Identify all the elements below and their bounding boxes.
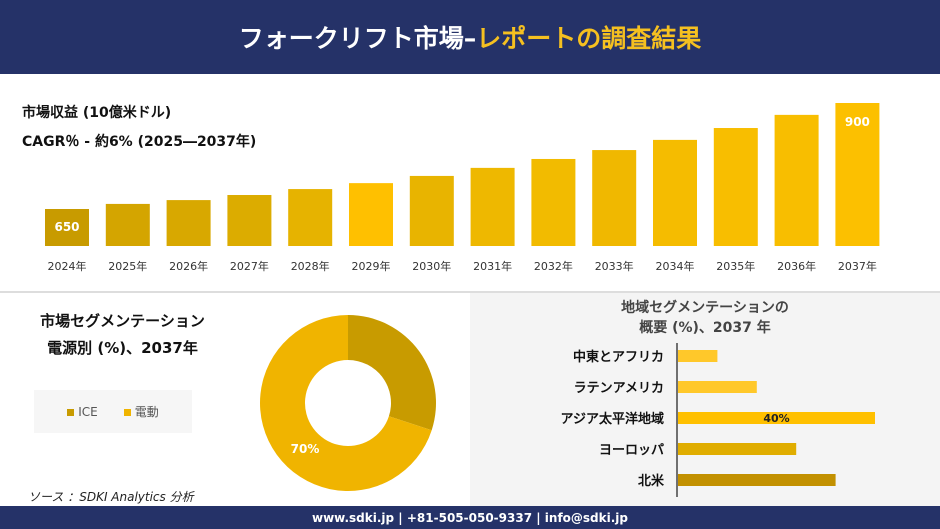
x-tick-label: 2037年 xyxy=(838,259,877,273)
category-label: 中東とアフリカ xyxy=(573,349,664,365)
bar-2032年 xyxy=(531,158,576,246)
bar-2027年 xyxy=(227,195,272,246)
x-tick-label: 2033年 xyxy=(595,259,634,273)
legend-electric: 電動 xyxy=(123,403,159,420)
region-panel: 地域セグメンテーションの 概要 (%)、2037 年 中東とアフリカ ラテンアメリ… xyxy=(470,293,940,506)
bar-2035年 xyxy=(713,128,758,246)
bar-ラテンアメリカ xyxy=(678,381,757,393)
donut-slice-ICE xyxy=(348,315,436,431)
segment-title: 市場セグメンテーション xyxy=(40,312,205,330)
category-label: 北米 xyxy=(638,473,665,489)
category-label: アジア太平洋地域 xyxy=(561,411,664,427)
bar-2025年 xyxy=(105,203,150,246)
bar-2033年 xyxy=(592,150,637,246)
divider xyxy=(0,291,940,293)
bar-2028年 xyxy=(288,189,333,246)
power-source-donut: 70% xyxy=(260,315,436,491)
title-main: フォークリフト市場– xyxy=(238,24,477,53)
data-label: 650 xyxy=(54,220,79,234)
donut-slice-電動 xyxy=(260,315,432,491)
x-tick-label: 2025年 xyxy=(108,259,147,273)
region-subtitle: 概要 (%)、2037 年 xyxy=(639,320,771,336)
x-tick-label: 2036年 xyxy=(777,259,816,273)
bar-中東とアフリカ xyxy=(678,350,718,362)
bar-2029年 xyxy=(349,183,393,246)
data-label: 40% xyxy=(763,412,789,425)
bar-2031年 xyxy=(470,167,515,246)
donut-legend: ICE 電動 xyxy=(34,390,192,433)
x-tick-label: 2028年 xyxy=(291,259,330,273)
data-label: 70% xyxy=(291,442,320,456)
bar-2030年 xyxy=(409,175,454,246)
legend-ice: ICE xyxy=(67,405,98,419)
bar-2026年 xyxy=(166,200,211,246)
x-tick-label: 2027年 xyxy=(230,259,269,273)
category-label: ヨーロッパ xyxy=(599,443,664,458)
x-tick-label: 2024年 xyxy=(48,259,87,273)
data-label: 900 xyxy=(845,115,870,129)
x-tick-label: 2030年 xyxy=(412,259,451,273)
x-tick-label: 2031年 xyxy=(473,259,512,273)
region-title: 地域セグメンテーションの xyxy=(621,300,789,316)
bar-ヨーロッパ xyxy=(678,443,797,455)
x-tick-label: 2029年 xyxy=(352,259,391,273)
x-tick-label: 2026年 xyxy=(169,259,208,273)
header-banner: フォークリフト市場– レポートの調査結果 xyxy=(0,0,940,74)
category-label: ラテンアメリカ xyxy=(574,381,664,396)
x-tick-label: 2035年 xyxy=(716,259,755,273)
segment-subtitle: 電源別 (%)、2037年 xyxy=(47,339,198,357)
bar-2037年 xyxy=(835,103,880,246)
bar-2034年 xyxy=(653,139,697,246)
revenue-bar-chart: 2024年 650 2025年 2026年 2027年 2028年 2029年 2030年 20… xyxy=(45,103,880,273)
bar-北米 xyxy=(678,474,836,486)
source-note: ソース ：SDKI Analytics 分析 xyxy=(28,490,194,504)
bar-2024年 xyxy=(45,209,89,246)
x-tick-label: 2032年 xyxy=(534,259,573,273)
cagr-label: CAGR％ - 約6% (2025―2037年) xyxy=(22,134,257,150)
legend-swatch-ice xyxy=(67,408,75,416)
revenue-label: 市場収益 (10億米ドル) xyxy=(22,105,172,121)
title-highlight: レポートの調査結果 xyxy=(476,24,702,53)
legend-label: ICE xyxy=(78,404,98,419)
legend-swatch-electric xyxy=(123,409,131,416)
footer-contact: www.sdki.jp | +81-505-050-9337 | info@sd… xyxy=(0,506,940,529)
bar-アジア太平洋地域 xyxy=(678,412,875,424)
bar-2036年 xyxy=(774,114,819,246)
legend-label: 電動 xyxy=(134,405,159,419)
x-tick-label: 2034年 xyxy=(656,259,695,273)
